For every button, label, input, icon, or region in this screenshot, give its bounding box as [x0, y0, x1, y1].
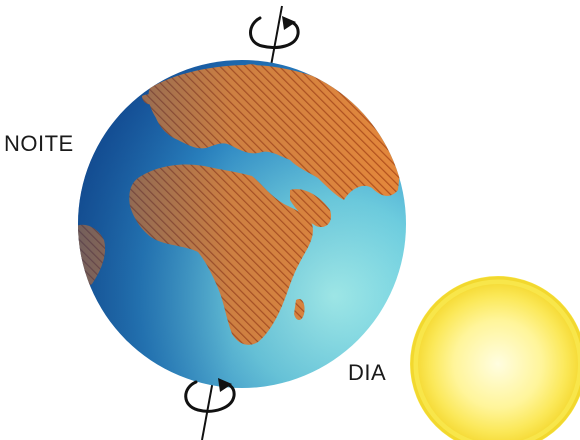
rotation-arrow-icon	[184, 378, 236, 413]
night-label: NOITE	[4, 131, 74, 156]
day-label: DIA	[348, 360, 387, 385]
earth	[78, 60, 406, 388]
rotation-arrow-icon	[249, 16, 300, 49]
sun	[410, 276, 580, 440]
